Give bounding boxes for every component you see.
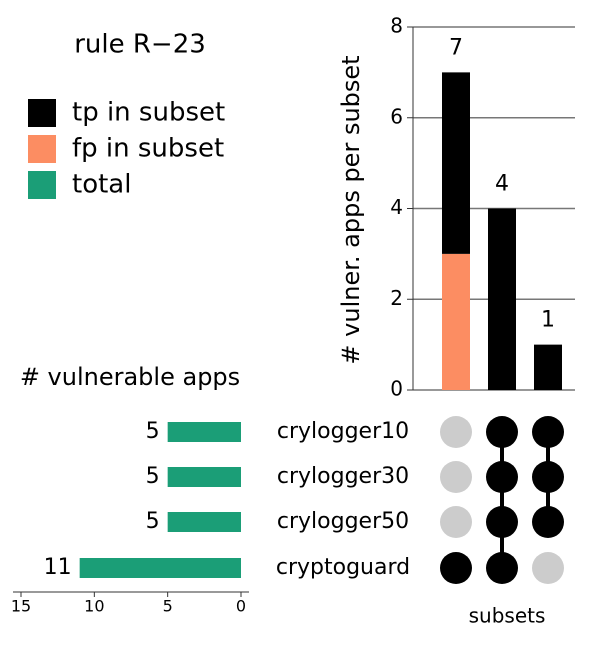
set-dot	[532, 552, 564, 584]
y-tick-label: 4	[390, 195, 403, 219]
hbar-title: # vulnerable apps	[20, 363, 240, 391]
set-dot	[532, 461, 564, 493]
y-tick-label: 8	[390, 14, 403, 38]
bar-value-label: 11	[44, 555, 72, 580]
y-axis-label: # vulner. apps per subset	[337, 55, 365, 364]
bar-total-label: 4	[495, 172, 509, 197]
legend-swatch	[28, 135, 56, 163]
set-dot	[440, 552, 472, 584]
row-label: crylogger50	[277, 509, 409, 534]
set-dot	[440, 461, 472, 493]
set-dot	[532, 506, 564, 538]
x-tick-label: 10	[84, 597, 104, 616]
y-tick-label: 0	[390, 377, 403, 401]
legend-label: total	[72, 170, 131, 200]
bar-segment	[442, 72, 470, 254]
set-dot	[486, 552, 518, 584]
bar-value-label: 5	[146, 464, 160, 489]
legend-label: tp in subset	[72, 98, 225, 128]
legend-label: fp in subset	[72, 134, 224, 164]
bar-total-label: 7	[449, 35, 463, 60]
set-dot	[440, 416, 472, 448]
y-tick-label: 6	[390, 104, 403, 128]
set-dot	[486, 416, 518, 448]
row-label: cryptoguard	[276, 555, 410, 580]
set-dot	[532, 416, 564, 448]
bar-value-label: 5	[146, 509, 160, 534]
bar	[167, 512, 241, 532]
bar-value-label: 5	[146, 419, 160, 444]
x-tick-label: 15	[11, 597, 31, 616]
set-dot	[486, 506, 518, 538]
chart-title: rule R−23	[74, 30, 206, 60]
x-tick-label: 5	[163, 597, 173, 616]
bar-segment	[534, 344, 562, 390]
y-tick-label: 2	[390, 286, 403, 310]
bar-segment	[488, 208, 516, 390]
x-axis-label: subsets	[469, 604, 546, 628]
legend-swatch	[28, 99, 56, 127]
bar-segment	[442, 253, 470, 390]
row-label: crylogger30	[277, 464, 409, 489]
bar-total-label: 1	[541, 308, 555, 333]
bar	[167, 422, 241, 442]
x-tick-label: 0	[236, 597, 246, 616]
row-label: crylogger10	[277, 419, 409, 444]
legend-swatch	[28, 171, 56, 199]
set-dot	[486, 461, 518, 493]
set-dot	[440, 506, 472, 538]
bar	[79, 558, 242, 578]
bar	[167, 467, 241, 487]
